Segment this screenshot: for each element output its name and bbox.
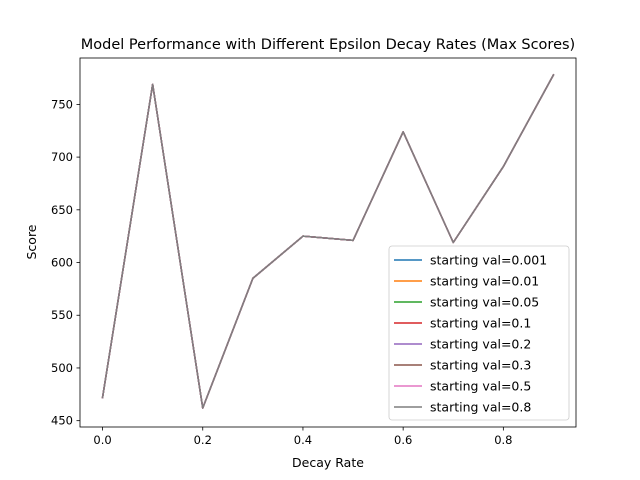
legend-box <box>388 245 570 421</box>
x-tick-label: 0.8 <box>494 433 512 447</box>
y-tick-label: 700 <box>51 150 73 164</box>
y-tick-label: 650 <box>51 203 73 217</box>
x-tick-label: 0.0 <box>93 433 111 447</box>
y-tick-label: 450 <box>51 414 73 428</box>
plot-area: 0.0 0.2 0.4 0.6 0.8 450 500 550 600 650 700 750 <box>51 57 577 447</box>
legend-label: starting val=0.5 <box>430 379 531 394</box>
legend-label: starting val=0.05 <box>430 295 539 310</box>
y-axis-label: Score <box>24 224 39 259</box>
x-tick-label: 0.2 <box>194 433 212 447</box>
series-line-8 <box>101 73 555 409</box>
legend: starting val=0.001 starting val=0.01 start… <box>388 245 570 421</box>
y-tick-label: 600 <box>51 256 73 270</box>
x-tick-label: 0.4 <box>294 433 312 447</box>
y-tick-label: 750 <box>51 97 73 111</box>
x-tick-label: 0.6 <box>394 433 412 447</box>
legend-label: starting val=0.1 <box>430 316 531 331</box>
legend-label: starting val=0.8 <box>430 400 531 415</box>
y-tick-label: 550 <box>51 308 73 322</box>
legend-label: starting val=0.2 <box>430 337 531 352</box>
legend-label: starting val=0.01 <box>430 274 539 289</box>
axes-frame <box>79 57 577 428</box>
y-tick-label: 500 <box>51 361 73 375</box>
legend-label: starting val=0.3 <box>430 358 531 373</box>
x-axis-label: Decay Rate <box>292 455 364 470</box>
chart-title: Model Performance with Different Epsilon… <box>81 37 575 53</box>
legend-label: starting val=0.001 <box>430 253 547 268</box>
